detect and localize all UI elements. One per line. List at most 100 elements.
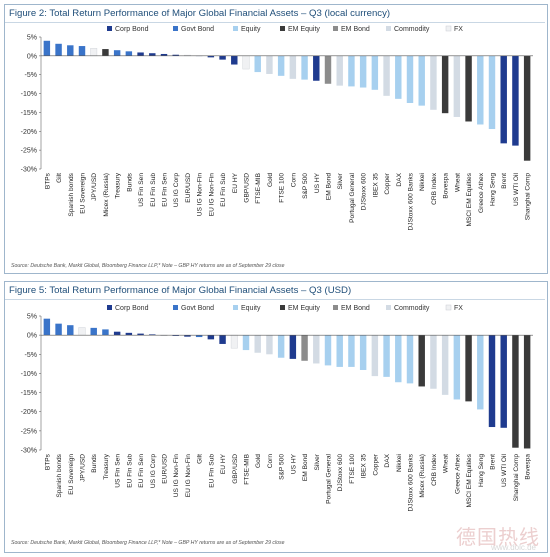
y-tick-label: -10%: [21, 91, 37, 98]
x-tick-label: Wheat: [443, 454, 450, 473]
bar: [488, 335, 496, 428]
x-tick-label: CRB Index: [431, 172, 438, 205]
x-tick-label: Gold: [267, 173, 274, 187]
bar: [67, 325, 74, 336]
x-tick-label: EU Fin Sub: [208, 454, 215, 488]
x-tick-label: US WTI Oil: [513, 172, 520, 206]
bar: [441, 335, 449, 395]
x-tick-label: EU Fin Sub: [150, 173, 157, 207]
x-tick-label: Wheat: [454, 173, 461, 192]
x-tick-label: S&P 500: [302, 173, 309, 199]
x-tick-label: IBEX 35: [361, 454, 368, 479]
bar: [90, 48, 98, 57]
bar: [324, 335, 332, 366]
bar: [324, 55, 332, 84]
x-tick-label: JPY/USD: [80, 454, 87, 482]
x-tick-label: Bunds: [91, 453, 98, 472]
x-tick-label: US IG Non-Fin: [173, 454, 180, 498]
x-tick-label: Hang Seng: [490, 173, 497, 206]
x-tick-label: Bunds: [126, 172, 133, 191]
legend-label: EM Equity: [288, 305, 320, 312]
legend-swatch: [233, 305, 238, 310]
bar: [453, 335, 461, 400]
bar: [207, 335, 215, 340]
bar: [512, 55, 519, 146]
y-tick-label: -30%: [21, 167, 37, 174]
legend-swatch: [280, 305, 285, 310]
x-tick-label: DAX: [396, 172, 403, 186]
x-tick-label: EU Fin Sen: [162, 173, 169, 207]
bar: [477, 55, 484, 125]
x-tick-label: Spanish bonds: [56, 453, 63, 497]
legend: Corp Bond Govt Bond Equity EM Equity EM Bond…: [107, 304, 463, 312]
legend-label: Govt Bond: [181, 26, 214, 33]
bar: [125, 332, 133, 336]
legend-swatch: [107, 305, 112, 310]
x-tick-label: BTPs: [44, 453, 51, 470]
bar: [301, 55, 308, 80]
bar: [371, 55, 379, 90]
y-tick-label: -25%: [21, 428, 37, 435]
x-tick-label: MSCI EM Equities: [466, 172, 473, 226]
y-tick-label: -10%: [21, 371, 37, 378]
x-tick-label: Portugal General: [326, 453, 333, 503]
bar: [406, 55, 414, 103]
x-tick-label: EU IG Non-Fin: [185, 454, 192, 498]
y-tick-label: -25%: [21, 148, 37, 155]
bar: [137, 333, 144, 336]
bar: [418, 55, 425, 106]
bar: [336, 335, 343, 367]
watermark-url: www.dolc.de: [491, 543, 536, 552]
bar: [336, 55, 343, 86]
bar-chart: Corp Bond Govt Bond Equity EM Equity EM Bond…: [21, 25, 533, 231]
bar: [277, 55, 285, 76]
bar: [371, 335, 379, 377]
x-tick-label: EU Fin Sen: [138, 454, 145, 488]
x-tick-label: Copper: [384, 172, 391, 194]
x-tick-label: DJStoxx 600: [361, 173, 368, 211]
x-tick-label: Shanghai Comp: [513, 454, 520, 502]
x-tick-label: DJStoxx 600: [337, 454, 344, 492]
x-tick-label: Nikkei: [396, 453, 403, 471]
legend-swatch: [386, 26, 391, 31]
bar: [383, 55, 390, 96]
figure-source-note: Source: Deutsche Bank, Markit Global, Bl…: [11, 540, 285, 546]
legend-label: Commodity: [394, 26, 430, 33]
y-tick-label: -20%: [21, 409, 37, 416]
legend-swatch: [386, 305, 391, 310]
bar: [102, 49, 109, 56]
x-tick-label: US IG Corp: [150, 454, 157, 488]
legend-label: Govt Bond: [181, 305, 214, 312]
x-tick-label: DJStoxx 600 Banks: [408, 453, 415, 511]
x-tick-label: FTSE-MIB: [255, 172, 262, 203]
x-tick-label: Corn: [267, 454, 274, 469]
x-tick-label: Spanish bonds: [68, 172, 75, 216]
x-tick-label: Brent: [501, 173, 508, 189]
y-tick-label: -5%: [25, 352, 37, 359]
x-tick-label: US WTI Oil: [501, 453, 508, 487]
x-tick-label: GBP/USD: [232, 454, 239, 484]
bar: [90, 327, 97, 336]
x-tick-label: BTPs: [44, 172, 51, 189]
legend-swatch: [333, 305, 338, 310]
bar: [477, 335, 484, 410]
x-tick-label: US Fin Sen: [115, 454, 122, 488]
x-tick-label: Bovespa: [443, 173, 450, 199]
bar: [43, 318, 51, 336]
bar: [242, 335, 250, 351]
bar: [383, 335, 390, 377]
x-tick-label: Shanghai Comp: [525, 173, 532, 221]
bar: [195, 335, 203, 338]
x-tick-label: Portugal General: [349, 172, 356, 222]
legend-label: FX: [454, 305, 463, 312]
legend: Corp Bond Govt Bond Equity EM Equity EM Bond…: [107, 25, 463, 33]
bar: [500, 55, 507, 144]
y-tick-label: 0%: [27, 333, 37, 340]
bar: [465, 55, 472, 122]
bar: [149, 334, 156, 336]
bar: [523, 55, 531, 161]
bar: [172, 335, 179, 336]
x-tick-label: Nikkei: [419, 172, 426, 190]
x-tick-label: DJStoxx 600 Banks: [408, 172, 415, 230]
x-tick-label: US Fin Sen: [138, 173, 145, 207]
